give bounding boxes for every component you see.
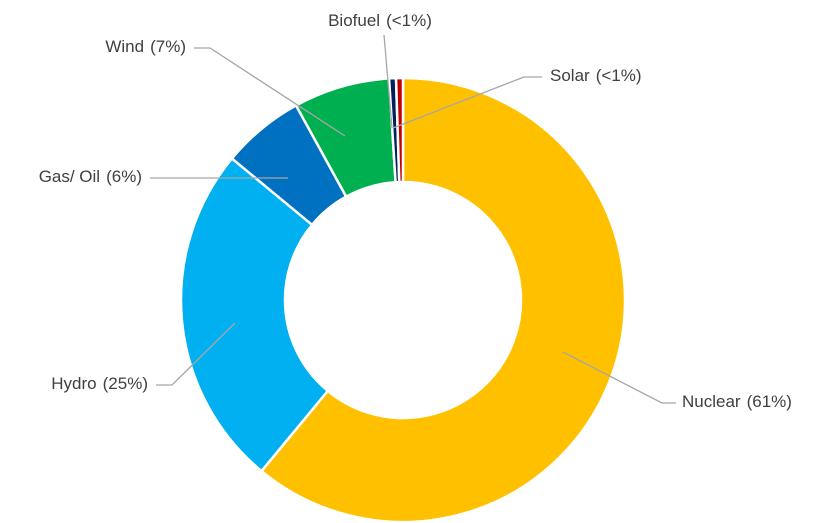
category-name: Wind bbox=[105, 37, 144, 56]
donut-slice bbox=[259, 76, 627, 523]
category-name: Hydro bbox=[51, 374, 96, 393]
category-name: Solar bbox=[550, 66, 590, 85]
slice-label: Solar (<1%) bbox=[550, 66, 642, 85]
category-name: Biofuel bbox=[328, 11, 380, 30]
value-label: (6%) bbox=[106, 167, 142, 186]
leader-line bbox=[194, 47, 346, 137]
slice-label: Biofuel (<1%) bbox=[328, 11, 432, 30]
leader-line bbox=[156, 322, 236, 386]
category-name: Gas/ Oil bbox=[39, 167, 100, 186]
value-label: (7%) bbox=[150, 37, 186, 56]
slice-label: Nuclear (61%) bbox=[682, 392, 792, 411]
slice-label: Wind (7%) bbox=[105, 37, 186, 56]
value-label: (25%) bbox=[103, 374, 148, 393]
value-label: (<1%) bbox=[596, 66, 642, 85]
leader-line bbox=[562, 351, 676, 404]
leader-line bbox=[383, 34, 393, 129]
slice-label: Gas/ Oil (6%) bbox=[39, 167, 142, 186]
slice-label: Hydro (25%) bbox=[51, 374, 148, 393]
donut-slice bbox=[394, 76, 405, 184]
leader-line bbox=[392, 76, 542, 129]
value-label: (61%) bbox=[747, 392, 792, 411]
category-name: Nuclear bbox=[682, 392, 741, 411]
value-label: (<1%) bbox=[386, 11, 432, 30]
